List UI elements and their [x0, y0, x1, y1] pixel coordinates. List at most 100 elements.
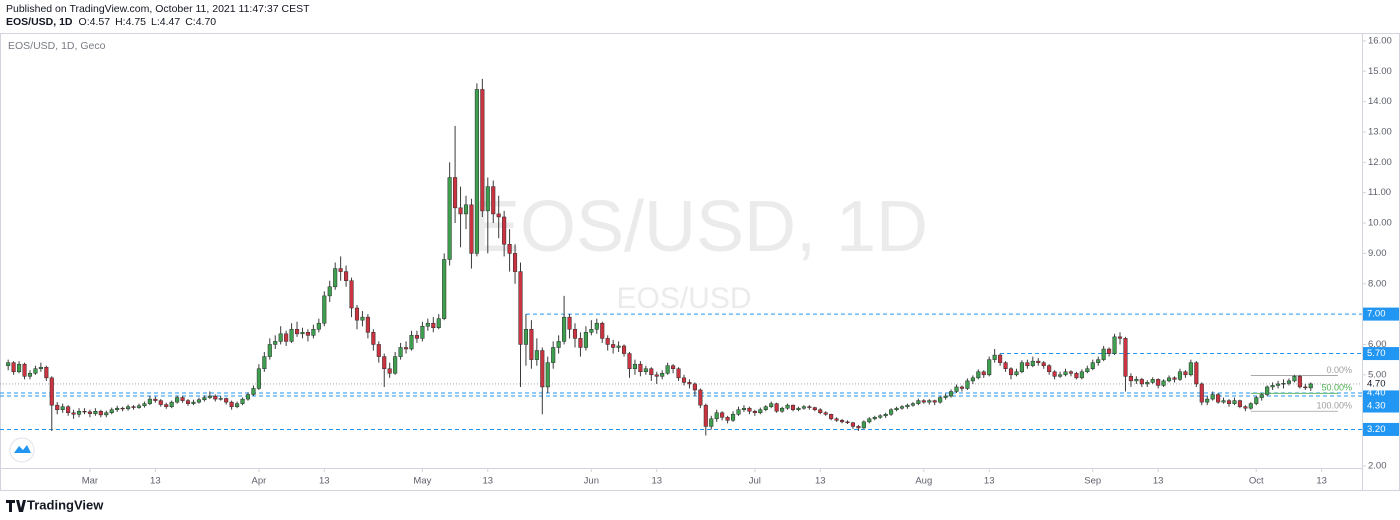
- candle-body: [987, 359, 992, 376]
- candle-body: [180, 397, 185, 401]
- candle-body: [153, 398, 158, 401]
- candle-body: [965, 380, 970, 389]
- candle-body: [692, 383, 697, 391]
- x-tick-label: Oct: [1249, 476, 1264, 487]
- published-line: Published on TradingView.com, October 11…: [6, 3, 310, 15]
- candle-body: [638, 363, 643, 373]
- candle-body: [185, 400, 191, 404]
- candle-body: [1210, 394, 1215, 400]
- candle-body: [643, 368, 648, 373]
- candle-body: [382, 356, 387, 369]
- y-tick-label: 11.00: [1368, 187, 1391, 198]
- candle-body: [371, 332, 376, 345]
- candle-body: [1117, 336, 1123, 339]
- ohlc-value: H:4.75: [115, 16, 146, 28]
- candle-body: [360, 316, 365, 321]
- candle-body: [354, 307, 360, 321]
- candle-body: [284, 333, 289, 342]
- candle-body: [540, 350, 545, 388]
- candle-body: [660, 373, 665, 377]
- candle-body: [387, 368, 392, 374]
- candle-body: [736, 409, 741, 415]
- candle-body: [1036, 360, 1041, 363]
- candle-body: [529, 329, 534, 360]
- logo-button[interactable]: [9, 437, 35, 463]
- candle-body: [49, 377, 54, 406]
- candle-body: [327, 286, 332, 297]
- price-label-bg: [1363, 399, 1399, 413]
- candle-body: [1058, 374, 1063, 377]
- candle-body: [774, 403, 779, 412]
- candle-body: [196, 399, 201, 403]
- candle-body: [829, 414, 834, 420]
- candle-body: [1025, 362, 1030, 366]
- candle-body: [1199, 383, 1204, 403]
- candle-body: [534, 350, 539, 360]
- candle-body: [311, 329, 316, 336]
- candle-body: [1068, 371, 1074, 374]
- candle-body: [1297, 376, 1302, 388]
- candle-body: [414, 335, 419, 339]
- candle-body: [1112, 336, 1117, 354]
- candle-body: [850, 422, 856, 427]
- price-label: 7.00: [1367, 309, 1386, 320]
- candle-body: [66, 406, 71, 414]
- candle-body: [376, 344, 381, 357]
- candle-body: [305, 332, 310, 336]
- price-label-bg: [1363, 347, 1399, 361]
- candle-body: [126, 406, 131, 410]
- fib-label: 0.00%: [1326, 365, 1352, 375]
- candle-body: [463, 204, 469, 215]
- candle-body: [44, 366, 49, 379]
- candle-body: [861, 421, 866, 429]
- candle-body: [1276, 383, 1281, 386]
- candle-body: [654, 374, 659, 377]
- candle-body: [1183, 371, 1188, 376]
- candle-body: [507, 244, 512, 254]
- candle-body: [583, 332, 588, 348]
- candle-body: [698, 389, 703, 406]
- footer-brand: TradingView: [27, 497, 104, 512]
- candle-body: [458, 207, 463, 215]
- candle-body: [1090, 362, 1095, 369]
- candle-body: [611, 344, 616, 348]
- price-label: 4.70: [1367, 378, 1386, 389]
- y-tick-label: 9.00: [1368, 248, 1387, 259]
- candle-body: [1079, 371, 1084, 379]
- candle-body: [758, 409, 763, 414]
- footer-logo: [6, 500, 26, 512]
- candle-body: [910, 403, 915, 406]
- candle-body: [1270, 385, 1275, 388]
- candle-body: [954, 386, 959, 392]
- ohlc-value: L:4.47: [151, 16, 180, 28]
- y-tick-label: 6.00: [1368, 339, 1387, 350]
- y-tick-label: 8.00: [1368, 278, 1387, 289]
- candle-body: [1074, 373, 1079, 379]
- candle-body: [1188, 362, 1193, 376]
- candle-body: [812, 407, 817, 410]
- candle-body: [921, 400, 926, 403]
- candle-body: [158, 400, 163, 405]
- candle-body: [818, 409, 823, 414]
- candle-body: [1047, 365, 1052, 373]
- candle-body: [442, 259, 447, 319]
- x-tick-label: 13: [984, 476, 995, 487]
- candle-body: [98, 410, 103, 416]
- candle-body: [665, 365, 670, 374]
- x-tick-label: 13: [319, 476, 330, 487]
- candle-body: [349, 280, 354, 309]
- candle-body: [104, 412, 109, 416]
- candle-body: [899, 406, 905, 409]
- candle-body: [562, 316, 567, 342]
- candle-body: [267, 344, 272, 357]
- candle-body: [1014, 371, 1019, 376]
- candle-body: [741, 407, 746, 410]
- candle-body: [420, 325, 425, 339]
- candle-body: [1123, 338, 1128, 377]
- x-tick-label: 13: [651, 476, 662, 487]
- candle-body: [403, 347, 409, 350]
- candle-body: [175, 397, 180, 403]
- candle-body: [709, 418, 714, 427]
- candle-body: [572, 329, 578, 339]
- candle-body: [671, 365, 676, 369]
